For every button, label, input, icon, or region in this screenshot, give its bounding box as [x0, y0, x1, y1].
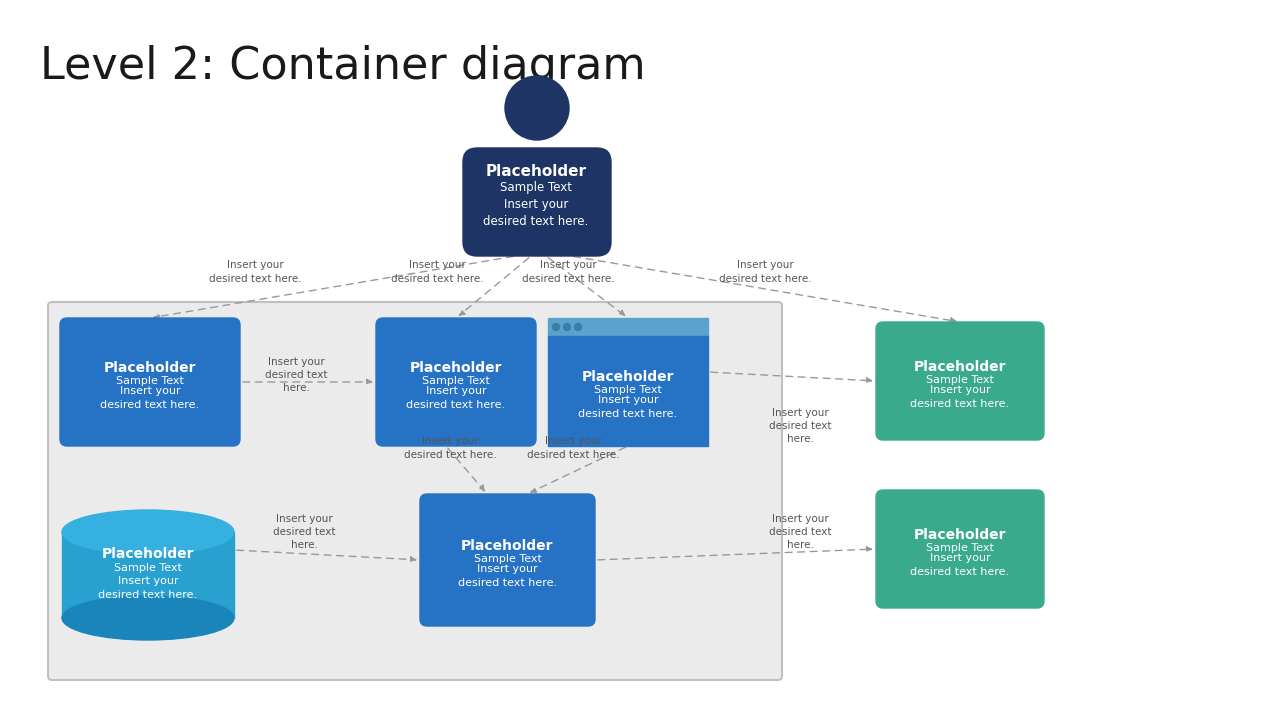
Circle shape	[553, 323, 559, 330]
Text: Sample Text: Sample Text	[925, 543, 995, 553]
FancyBboxPatch shape	[376, 318, 536, 446]
Text: Insert your
desired text here.: Insert your desired text here.	[390, 261, 484, 284]
Text: Insert your
desired text here.: Insert your desired text here.	[522, 261, 614, 284]
Text: Insert your
desired text
here.: Insert your desired text here.	[265, 357, 328, 393]
FancyBboxPatch shape	[876, 490, 1044, 608]
Text: Insert your
desired text here.: Insert your desired text here.	[484, 198, 589, 228]
Text: Sample Text: Sample Text	[500, 181, 572, 194]
Text: Insert your
desired text here.: Insert your desired text here.	[526, 436, 620, 459]
Text: Sample Text: Sample Text	[114, 563, 182, 573]
Text: Sample Text: Sample Text	[116, 376, 184, 386]
FancyBboxPatch shape	[876, 322, 1044, 440]
Text: Sample Text: Sample Text	[422, 376, 490, 386]
Text: Sample Text: Sample Text	[925, 375, 995, 385]
FancyBboxPatch shape	[463, 148, 611, 256]
Text: Placeholder: Placeholder	[104, 361, 196, 375]
Text: Insert your
desired text
here.: Insert your desired text here.	[769, 408, 831, 444]
FancyBboxPatch shape	[60, 318, 241, 446]
Circle shape	[563, 323, 571, 330]
Text: Insert your
desired text here.: Insert your desired text here.	[718, 261, 812, 284]
Text: Level 2: Container diagram: Level 2: Container diagram	[40, 45, 645, 88]
Text: Placeholder: Placeholder	[914, 360, 1006, 374]
Text: Insert your
desired text here.: Insert your desired text here.	[403, 436, 497, 459]
Text: Placeholder: Placeholder	[461, 539, 554, 553]
Text: Insert your
desired text
here.: Insert your desired text here.	[273, 514, 335, 550]
Text: Insert your
desired text here.: Insert your desired text here.	[458, 564, 557, 588]
Text: Placeholder: Placeholder	[914, 528, 1006, 542]
Text: Placeholder: Placeholder	[410, 361, 502, 375]
Text: Insert your
desired text here.: Insert your desired text here.	[100, 387, 200, 410]
Text: Insert your
desired text here.: Insert your desired text here.	[209, 261, 301, 284]
FancyBboxPatch shape	[420, 494, 595, 626]
FancyBboxPatch shape	[548, 318, 708, 336]
Text: Placeholder: Placeholder	[485, 164, 586, 179]
Text: Placeholder: Placeholder	[581, 370, 675, 384]
FancyBboxPatch shape	[548, 336, 708, 446]
Text: Sample Text: Sample Text	[594, 385, 662, 395]
Text: Insert your
desired text here.: Insert your desired text here.	[99, 577, 197, 600]
Text: Insert your
desired text here.: Insert your desired text here.	[910, 554, 1010, 577]
Ellipse shape	[61, 510, 234, 554]
Text: Insert your
desired text here.: Insert your desired text here.	[407, 387, 506, 410]
Text: Insert your
desired text here.: Insert your desired text here.	[579, 395, 677, 418]
Text: Placeholder: Placeholder	[101, 547, 195, 561]
Text: Sample Text: Sample Text	[474, 554, 541, 564]
FancyBboxPatch shape	[61, 532, 234, 618]
Circle shape	[575, 323, 581, 330]
Text: Insert your
desired text
here.: Insert your desired text here.	[769, 514, 831, 550]
Circle shape	[506, 76, 570, 140]
Text: Insert your
desired text here.: Insert your desired text here.	[910, 385, 1010, 409]
FancyBboxPatch shape	[49, 302, 782, 680]
Ellipse shape	[61, 596, 234, 640]
